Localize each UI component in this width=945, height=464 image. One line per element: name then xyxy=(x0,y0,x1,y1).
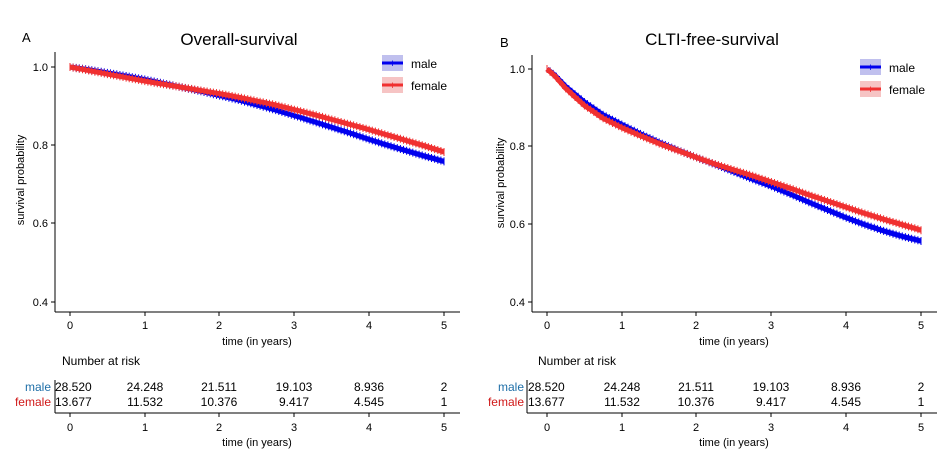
risk-x-tick-label: 2 xyxy=(693,422,699,434)
censor-tick-female xyxy=(546,65,922,235)
panel-a-x-axis-label: time (in years) xyxy=(222,336,292,348)
risk-x-tick-label: 1 xyxy=(619,422,625,434)
panel-a-x-tick-label: 4 xyxy=(366,320,372,332)
risk-row-label-male: male xyxy=(25,380,51,394)
panel-b-x-ticks: 0 1 2 3 4 5 xyxy=(544,312,924,332)
panel-a: A Overall-survival 1.0 0.8 0.6 0.4 0 1 2… xyxy=(15,30,460,449)
panel-a-legend: + male + female xyxy=(382,55,447,93)
risk-cell: 10.376 xyxy=(201,395,238,409)
risk-x-tick-label: 1 xyxy=(142,422,148,434)
risk-x-axis-label: time (in years) xyxy=(699,437,769,449)
risk-cell: 28.520 xyxy=(528,380,565,394)
risk-row-label-female: female xyxy=(15,395,51,409)
panel-a-x-tick-label: 3 xyxy=(291,320,297,332)
panel-a-label: A xyxy=(22,30,31,45)
panel-b-y-tick-label: 0.8 xyxy=(510,141,525,153)
risk-x-tick-label: 4 xyxy=(366,422,372,434)
risk-cell: 2 xyxy=(918,380,925,394)
panel-b-x-tick-label: 1 xyxy=(619,320,625,332)
censor-tick-female xyxy=(69,63,445,156)
risk-cell: 9.417 xyxy=(756,395,786,409)
risk-cell: 28.520 xyxy=(55,380,92,394)
risk-cell: 1 xyxy=(918,395,925,409)
risk-cell: 8.936 xyxy=(831,380,861,394)
legend-label-male: male xyxy=(411,57,437,71)
risk-cell: 13.677 xyxy=(528,395,565,409)
risk-cell: 2 xyxy=(441,380,448,394)
risk-cell: 19.103 xyxy=(753,380,790,394)
panel-b: B CLTI-free-survival 1.0 0.8 0.6 0.4 0 1… xyxy=(488,30,937,449)
panel-a-x-tick-label: 2 xyxy=(216,320,222,332)
risk-cell: 8.936 xyxy=(354,380,384,394)
risk-table-title: Number at risk xyxy=(538,354,617,368)
risk-x-tick-label: 5 xyxy=(918,422,924,434)
panel-b-x-tick-label: 5 xyxy=(918,320,924,332)
risk-cell: 4.545 xyxy=(831,395,861,409)
panel-b-y-ticks: 1.0 0.8 0.6 0.4 xyxy=(510,64,532,309)
risk-x-tick-label: 5 xyxy=(441,422,447,434)
panel-a-y-axis-label: survival probability xyxy=(15,134,27,225)
risk-x-tick-label: 0 xyxy=(67,422,73,434)
risk-x-tick-label: 4 xyxy=(843,422,849,434)
risk-x-tick-label: 3 xyxy=(291,422,297,434)
panel-b-x-axis-label: time (in years) xyxy=(699,336,769,348)
censor-marks-female xyxy=(69,63,445,156)
legend-key-female-cross: + xyxy=(867,84,873,96)
panel-a-x-tick-label: 5 xyxy=(441,320,447,332)
panel-a-title: Overall-survival xyxy=(180,30,297,49)
risk-x-tick-label: 0 xyxy=(544,422,550,434)
legend-label-male: male xyxy=(889,61,915,75)
panel-b-x-tick-label: 4 xyxy=(843,320,849,332)
censor-marks-female xyxy=(546,65,922,235)
legend-label-female: female xyxy=(411,79,447,93)
risk-x-axis-label: time (in years) xyxy=(222,437,292,449)
legend-key-male-cross: + xyxy=(389,58,395,70)
legend-key-male-cross: + xyxy=(867,62,873,74)
panel-a-y-tick-label: 0.6 xyxy=(33,218,48,230)
risk-cell: 24.248 xyxy=(604,380,641,394)
panel-a-x-ticks: 0 1 2 3 4 5 xyxy=(67,312,447,332)
panel-b-legend: + male + female xyxy=(860,59,925,97)
panel-a-curves xyxy=(69,63,445,166)
risk-cell: 9.417 xyxy=(279,395,309,409)
panel-a-y-ticks: 1.0 0.8 0.6 0.4 xyxy=(33,62,55,309)
risk-x-tick-label: 2 xyxy=(216,422,222,434)
panel-a-x-tick-label: 0 xyxy=(67,320,73,332)
legend-label-female: female xyxy=(889,83,925,97)
panel-b-title: CLTI-free-survival xyxy=(645,30,779,49)
risk-cell: 21.511 xyxy=(201,380,237,394)
risk-cell: 4.545 xyxy=(354,395,384,409)
panel-b-x-tick-label: 2 xyxy=(693,320,699,332)
legend-key-female-cross: + xyxy=(389,80,395,92)
panel-b-y-axis-label: survival probability xyxy=(495,137,507,228)
panel-b-label: B xyxy=(500,35,509,50)
risk-row-label-male: male xyxy=(498,380,524,394)
risk-cell: 11.532 xyxy=(604,395,640,409)
risk-cell: 13.677 xyxy=(55,395,92,409)
panel-a-x-tick-label: 1 xyxy=(142,320,148,332)
risk-cell: 11.532 xyxy=(127,395,163,409)
risk-x-tick-label: 3 xyxy=(768,422,774,434)
risk-cell: 21.511 xyxy=(678,380,714,394)
panel-b-y-tick-label: 0.4 xyxy=(510,297,525,309)
panel-b-curves xyxy=(545,65,922,245)
risk-table-title: Number at risk xyxy=(62,354,141,368)
risk-cell: 24.248 xyxy=(127,380,164,394)
panel-a-y-tick-label: 0.8 xyxy=(33,140,48,152)
panel-a-risk-table: Number at risk male female 28.520 24.248… xyxy=(15,354,460,449)
panel-b-x-tick-label: 3 xyxy=(768,320,774,332)
panel-a-y-tick-label: 0.4 xyxy=(33,297,48,309)
panel-a-y-tick-label: 1.0 xyxy=(33,62,48,74)
risk-row-label-female: female xyxy=(488,395,524,409)
risk-cell: 19.103 xyxy=(276,380,313,394)
risk-cell: 10.376 xyxy=(678,395,715,409)
panel-b-risk-table: Number at risk male female 28.520 24.248… xyxy=(488,354,937,449)
panel-b-y-tick-label: 0.6 xyxy=(510,219,525,231)
risk-cell: 1 xyxy=(441,395,448,409)
panel-b-y-tick-label: 1.0 xyxy=(510,64,525,76)
panel-b-x-tick-label: 0 xyxy=(544,320,550,332)
